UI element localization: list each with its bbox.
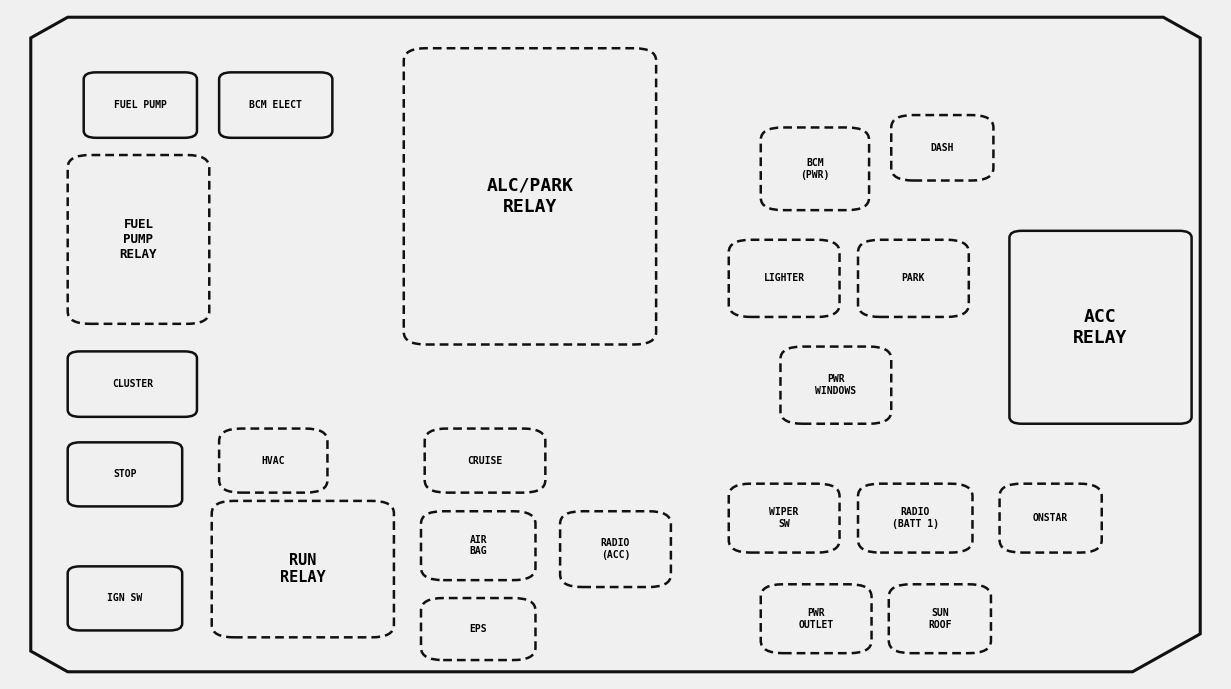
Text: STOP: STOP: [113, 469, 137, 480]
FancyBboxPatch shape: [858, 240, 969, 317]
Text: PWR
OUTLET: PWR OUTLET: [799, 608, 833, 630]
Text: AIR
BAG: AIR BAG: [469, 535, 487, 557]
Text: RADIO
(BATT 1): RADIO (BATT 1): [891, 507, 939, 529]
FancyBboxPatch shape: [84, 72, 197, 138]
Text: ONSTAR: ONSTAR: [1033, 513, 1069, 523]
Text: RUN
RELAY: RUN RELAY: [279, 553, 326, 586]
PathPatch shape: [31, 17, 1200, 672]
Text: CRUISE: CRUISE: [468, 455, 502, 466]
Text: BCM ELECT: BCM ELECT: [250, 100, 302, 110]
FancyBboxPatch shape: [68, 566, 182, 630]
Text: SUN
ROOF: SUN ROOF: [928, 608, 952, 630]
Text: IGN SW: IGN SW: [107, 593, 143, 604]
Text: RADIO
(ACC): RADIO (ACC): [601, 538, 630, 560]
Text: FUEL PUMP: FUEL PUMP: [114, 100, 166, 110]
FancyBboxPatch shape: [891, 115, 993, 181]
FancyBboxPatch shape: [761, 127, 869, 210]
FancyBboxPatch shape: [68, 442, 182, 506]
FancyBboxPatch shape: [421, 598, 535, 660]
FancyBboxPatch shape: [889, 584, 991, 653]
FancyBboxPatch shape: [219, 429, 327, 493]
Text: PWR
WINDOWS: PWR WINDOWS: [815, 374, 857, 396]
FancyBboxPatch shape: [1000, 484, 1102, 553]
Text: HVAC: HVAC: [261, 455, 286, 466]
FancyBboxPatch shape: [1009, 231, 1192, 424]
Text: WIPER
SW: WIPER SW: [769, 507, 799, 529]
Text: PARK: PARK: [901, 274, 926, 283]
FancyBboxPatch shape: [404, 48, 656, 344]
FancyBboxPatch shape: [68, 155, 209, 324]
FancyBboxPatch shape: [729, 240, 840, 317]
Text: ACC
RELAY: ACC RELAY: [1073, 308, 1128, 347]
Text: CLUSTER: CLUSTER: [112, 379, 153, 389]
FancyBboxPatch shape: [212, 501, 394, 637]
FancyBboxPatch shape: [761, 584, 872, 653]
FancyBboxPatch shape: [729, 484, 840, 553]
FancyBboxPatch shape: [560, 511, 671, 587]
FancyBboxPatch shape: [425, 429, 545, 493]
FancyBboxPatch shape: [219, 72, 332, 138]
Text: EPS: EPS: [469, 624, 487, 634]
FancyBboxPatch shape: [421, 511, 535, 580]
Text: ALC/PARK
RELAY: ALC/PARK RELAY: [486, 177, 574, 216]
Text: BCM
(PWR): BCM (PWR): [800, 158, 830, 180]
FancyBboxPatch shape: [68, 351, 197, 417]
Text: FUEL
PUMP
RELAY: FUEL PUMP RELAY: [119, 218, 158, 261]
Text: LIGHTER: LIGHTER: [763, 274, 805, 283]
Text: DASH: DASH: [931, 143, 954, 153]
FancyBboxPatch shape: [780, 347, 891, 424]
FancyBboxPatch shape: [858, 484, 972, 553]
